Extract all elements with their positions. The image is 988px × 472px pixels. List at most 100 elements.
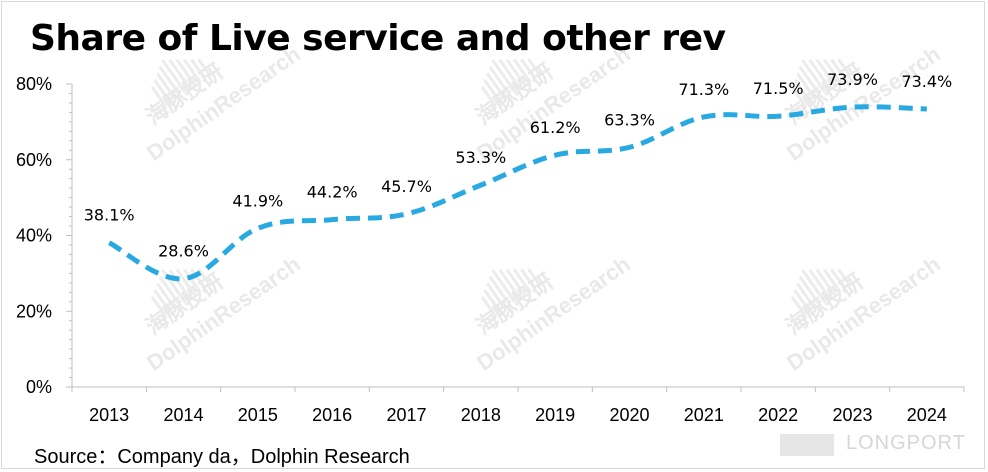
x-tick-label: 2023 xyxy=(832,405,872,425)
x-tick-label: 2022 xyxy=(758,405,798,425)
brand-watermark: LONGPORT xyxy=(846,432,966,454)
watermark-bar xyxy=(801,269,827,304)
series-line xyxy=(107,104,927,282)
watermark-bar xyxy=(527,268,542,287)
x-tick-label: 2018 xyxy=(461,405,501,425)
watermark-bar xyxy=(190,58,207,80)
watermark-bar xyxy=(175,268,197,297)
brand-logo xyxy=(780,434,834,456)
watermark-bar xyxy=(798,65,822,98)
data-label: 44.2% xyxy=(307,183,358,202)
watermark-bar xyxy=(491,269,517,304)
watermark-bar xyxy=(793,79,812,104)
y-tick-label: 0% xyxy=(26,377,52,397)
watermark-bar xyxy=(798,275,822,308)
watermark-bar xyxy=(498,268,522,301)
data-label: 63.3% xyxy=(604,110,655,129)
watermark-bar xyxy=(486,282,507,311)
watermark-bar xyxy=(197,268,212,287)
watermark-bar xyxy=(488,275,512,308)
x-tick-label: 2019 xyxy=(535,405,575,425)
watermark-bar xyxy=(808,58,832,91)
data-label: 38.1% xyxy=(84,206,135,225)
watermark-bar xyxy=(498,58,522,91)
watermark-bar xyxy=(520,268,537,290)
watermark-bar xyxy=(796,282,817,311)
watermark-bar xyxy=(161,59,187,94)
watermark-bar xyxy=(153,289,172,314)
chart-title: Share of Live service and other rev xyxy=(30,18,726,59)
watermark-bar xyxy=(505,58,527,87)
x-tick-label: 2020 xyxy=(609,405,649,425)
axes: 0% 20% 40% 60% 80% 2013 2014 2015 2016 2017 2018 20… xyxy=(16,74,965,425)
x-tick-label: 2013 xyxy=(89,405,129,425)
watermark-bar xyxy=(808,268,832,301)
watermark-bar xyxy=(486,72,507,101)
y-tick-label: 60% xyxy=(16,150,52,170)
y-tick-label: 40% xyxy=(16,226,52,246)
x-tick-label: 2017 xyxy=(386,405,426,425)
data-label: 73.9% xyxy=(827,70,878,89)
series-line xyxy=(107,104,927,282)
watermark-bar xyxy=(158,65,182,98)
watermark-bar xyxy=(156,282,177,311)
data-label: 61.2% xyxy=(530,118,581,137)
watermark-bar xyxy=(197,58,212,77)
watermark-bar xyxy=(520,58,537,80)
watermark-bar xyxy=(483,289,502,314)
watermark-bar xyxy=(480,296,498,318)
watermark-bar xyxy=(801,59,827,94)
watermark-bar xyxy=(527,58,542,77)
watermark-bar xyxy=(150,86,168,108)
watermark-bar xyxy=(822,268,842,294)
data-label: 28.6% xyxy=(158,242,209,261)
x-tick-label: 2014 xyxy=(163,405,203,425)
data-labels: 38.1% 28.6% 41.9% 44.2% 45.7% 53.3% 61.2% 63.3%… xyxy=(84,70,952,261)
data-label: 73.4% xyxy=(901,72,952,91)
watermark-bar xyxy=(156,72,177,101)
x-tick-label: 2015 xyxy=(238,405,278,425)
watermark-bar xyxy=(488,65,512,98)
watermark-bar xyxy=(182,58,202,84)
watermark-bar xyxy=(790,296,808,318)
watermark-bar xyxy=(512,58,532,84)
watermark-bar xyxy=(182,268,202,294)
watermark-bar xyxy=(491,59,517,94)
watermark-bar xyxy=(815,268,837,297)
watermark-bar xyxy=(815,58,837,87)
watermark-bar xyxy=(837,58,852,77)
data-label: 71.3% xyxy=(678,80,729,99)
data-label: 71.5% xyxy=(753,79,804,98)
data-label: 45.7% xyxy=(381,177,432,196)
y-tick-label: 80% xyxy=(16,74,52,94)
watermark-bar xyxy=(822,58,842,84)
x-tick-label: 2024 xyxy=(907,405,947,425)
x-tick-label: 2016 xyxy=(312,405,352,425)
watermark-bar xyxy=(153,79,172,104)
watermark-bar xyxy=(505,268,527,297)
watermark-bar xyxy=(790,86,808,108)
watermark-bar xyxy=(175,58,197,87)
x-tick-label: 2021 xyxy=(684,405,724,425)
watermark-bar xyxy=(512,268,532,294)
watermark-bar xyxy=(158,275,182,308)
watermark-bar xyxy=(830,58,847,80)
watermark-bar xyxy=(483,79,502,104)
watermark-bar xyxy=(796,72,817,101)
source-note: Source：Company da，Dolphin Research xyxy=(34,446,410,468)
data-label: 41.9% xyxy=(232,191,283,210)
watermark-bar xyxy=(480,86,498,108)
watermark-bar xyxy=(793,289,812,314)
watermark-bar xyxy=(150,296,168,318)
watermark-bar xyxy=(830,268,847,290)
data-label: 53.3% xyxy=(455,148,506,167)
y-tick-label: 20% xyxy=(16,301,52,321)
